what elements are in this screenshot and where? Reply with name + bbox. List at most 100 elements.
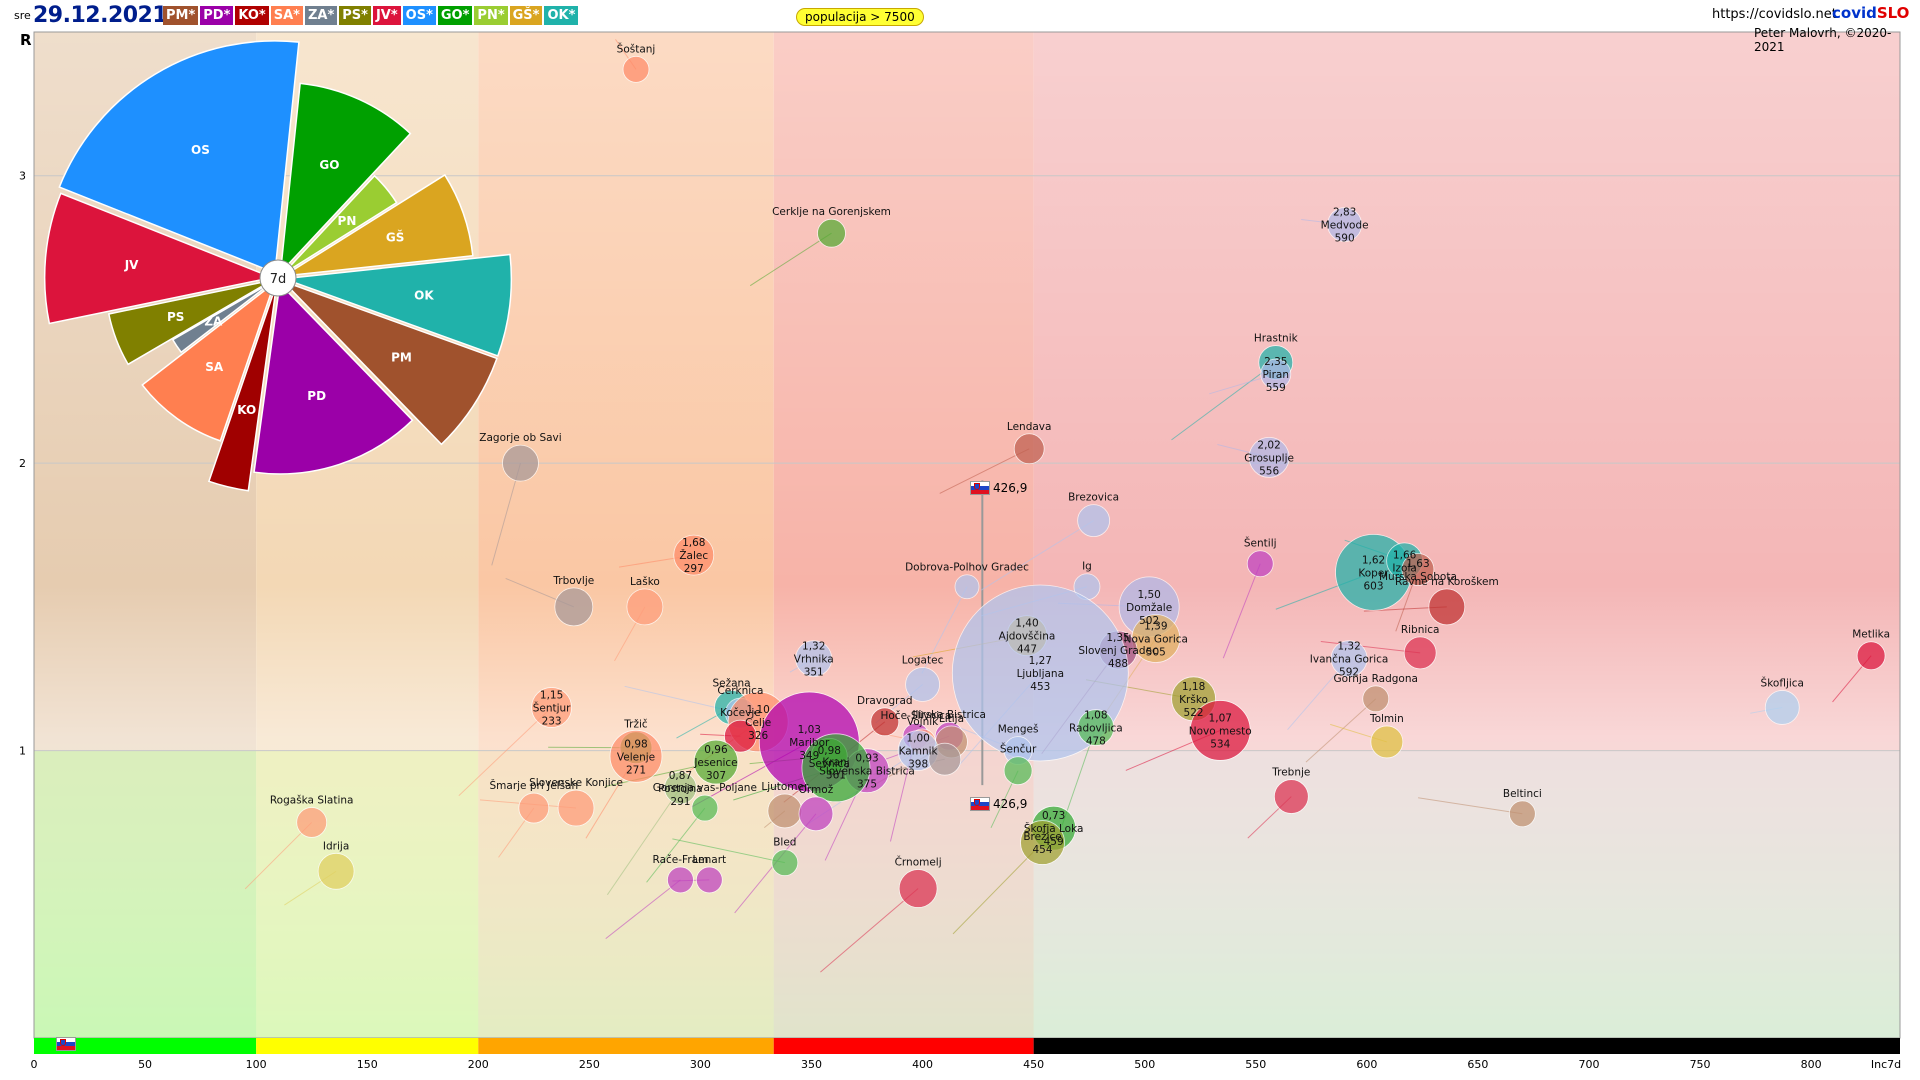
point-label-48-1: Sevnica xyxy=(809,758,850,770)
point-label-70-0: Lenart xyxy=(692,854,726,866)
point-label-19-2: 502 xyxy=(1139,615,1159,627)
point-70 xyxy=(695,866,723,894)
pie-slice-label-1: GO xyxy=(319,158,339,172)
point-label-35-1: Celje xyxy=(745,717,771,729)
point-37 xyxy=(870,707,900,737)
pie-slice-label-8: SA xyxy=(205,360,224,374)
point-67 xyxy=(317,852,355,890)
point-55 xyxy=(693,739,739,785)
y-tick-label-1: 2 xyxy=(19,457,26,470)
point-label-15-0: Dobrova-Polhov Gradec xyxy=(905,562,1029,574)
incidence-band-bar-3 xyxy=(773,1038,1034,1054)
x-tick-label-1: 50 xyxy=(138,1058,152,1071)
point-label-20-0: 1,39 xyxy=(1144,620,1167,632)
point-63 xyxy=(1508,800,1536,828)
point-label-62-0: Trebnje xyxy=(1271,767,1310,779)
point-64 xyxy=(296,807,328,838)
point-44 xyxy=(1077,709,1115,746)
incidence-band-bar-0 xyxy=(34,1038,257,1054)
point-label-19-1: Domžale xyxy=(1126,602,1172,614)
point-label-32-0: 1,15 xyxy=(540,689,563,701)
brand-part-a: covid xyxy=(1832,4,1877,22)
point-69 xyxy=(667,866,694,894)
incidence-band-low-1 xyxy=(256,750,479,1038)
point-32 xyxy=(531,687,572,728)
point-label-27-1: Ljubljana xyxy=(1017,668,1064,680)
x-tick-label-14: 700 xyxy=(1579,1058,1600,1071)
party-tag-6: JV* xyxy=(372,6,401,25)
point-label-25-0: 1,32 xyxy=(1337,641,1360,653)
trail-line-71 xyxy=(820,888,919,973)
incidence-band-low-0 xyxy=(34,750,257,1038)
pie-slice-label-4: OK xyxy=(414,289,434,303)
point-label-42-1: Kamnik xyxy=(899,746,939,758)
pie-slice-label-5: PM xyxy=(391,351,412,365)
point-label-51-0: Mengeš xyxy=(998,724,1039,736)
point-label-9-2: 297 xyxy=(684,563,704,575)
x-tick-label-13: 650 xyxy=(1467,1058,1488,1071)
point-5 xyxy=(502,444,539,482)
site-url[interactable]: https://covidslo.net xyxy=(1712,7,1837,22)
pie-slice-label-2: PN xyxy=(338,214,357,228)
point-0 xyxy=(622,55,650,83)
party-tag-10: GŠ* xyxy=(509,6,543,25)
pie-slice-3 xyxy=(283,173,474,277)
point-label-6-0: Lendava xyxy=(1007,421,1052,433)
point-label-49-1: Slovenska Bistrica xyxy=(819,766,915,778)
point-28 xyxy=(905,667,940,702)
trail-line-15 xyxy=(921,586,968,674)
x-tick-label-7: 350 xyxy=(801,1058,822,1071)
point-label-19-0: 1,50 xyxy=(1137,589,1160,601)
point-label-2-1: Medvode xyxy=(1321,220,1369,232)
point-label-65-1: Škofja Loka xyxy=(1024,822,1084,835)
point-label-21-2: 447 xyxy=(1017,644,1037,656)
pie-slice-8 xyxy=(141,280,277,442)
x-tick-label-10: 500 xyxy=(1134,1058,1155,1071)
trail-line-8 xyxy=(980,520,1094,591)
pie-center-label: 7d xyxy=(270,272,287,287)
incidence-band-bar-1 xyxy=(256,1038,479,1054)
point-label-67-0: Idrija xyxy=(323,840,349,852)
party-legend: PM* PD* KO* SA* ZA* PS* JV* OS* GO* PN* GŠ* OK* xyxy=(163,6,579,25)
point-label-71-0: Črnomelj xyxy=(895,856,942,869)
point-label-60-0: Ljutomer xyxy=(761,781,809,793)
point-label-56-2: 291 xyxy=(670,796,690,808)
point-label-37-0: Dravograd xyxy=(857,695,913,707)
pie-slice-0 xyxy=(58,40,300,274)
point-label-50-0: Kranj xyxy=(822,756,849,768)
point-18 xyxy=(626,588,664,626)
point-label-54-0: 0,98 xyxy=(624,738,647,750)
slovenia-flag-icon xyxy=(970,797,990,811)
date-label: 29.12.2021 xyxy=(33,3,168,28)
trail-line-3 xyxy=(1171,362,1277,441)
point-label-12-1: Izola xyxy=(1392,562,1416,574)
point-label-22-0: 1,35 xyxy=(1106,632,1129,644)
trail-line-69 xyxy=(605,879,681,939)
point-label-33-0: Sežana xyxy=(712,677,750,689)
point-52 xyxy=(1003,756,1033,786)
point-label-41-0: Vojnik xyxy=(907,716,939,728)
point-label-27-0: 1,27 xyxy=(1029,655,1052,667)
point-label-50-1: 361 xyxy=(826,769,846,781)
point-10 xyxy=(1246,550,1274,578)
slovenia-flag-icon xyxy=(56,1037,76,1051)
point-label-0-0: Šoštanj xyxy=(617,42,656,55)
point-59 xyxy=(691,794,719,822)
point-label-46-0: Tolmin xyxy=(1369,713,1404,725)
point-label-22-1: Slovenj Gradec xyxy=(1078,645,1158,657)
point-label-42-0: 1,00 xyxy=(906,733,929,745)
point-60 xyxy=(767,793,803,829)
point-label-12-0: 1,66 xyxy=(1393,549,1417,561)
point-label-9-0: 1,68 xyxy=(682,537,705,549)
pie-slice-label-10: PS xyxy=(167,310,184,324)
point-label-21-1: Ajdovščina xyxy=(999,631,1056,643)
y-tick-label-0: 1 xyxy=(19,745,26,758)
pie-slice-5 xyxy=(282,280,498,446)
trail-line-30 xyxy=(1305,698,1377,763)
point-label-14-0: Ravne na Koroškem xyxy=(1395,576,1499,588)
point-label-34-0: Cerknica xyxy=(717,685,763,697)
point-54 xyxy=(609,729,663,783)
point-label-4-0: 2,35 xyxy=(1264,356,1287,368)
pie-slice-7 xyxy=(207,283,278,492)
